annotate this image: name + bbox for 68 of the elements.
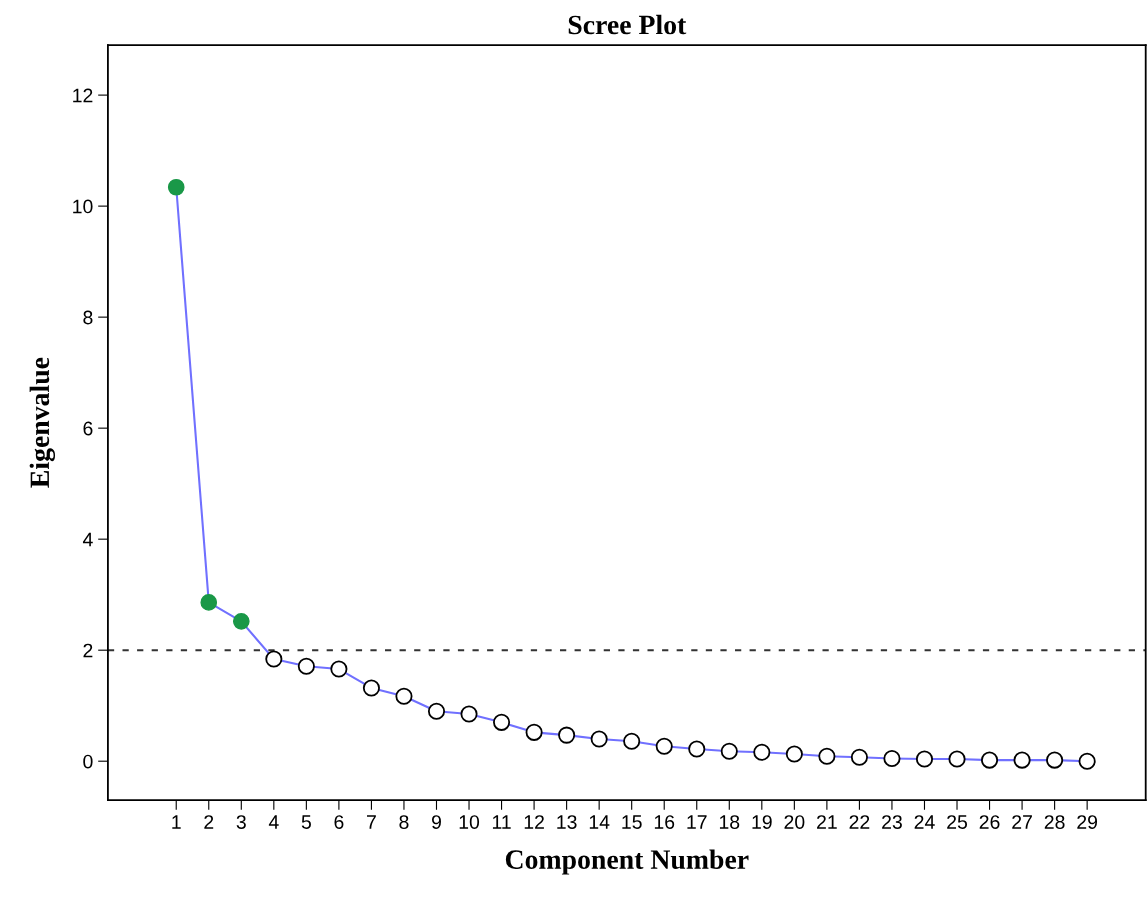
x-tick-label: 26 xyxy=(979,815,1000,829)
x-tick-label: 4 xyxy=(268,815,279,829)
x-tick-label: 5 xyxy=(301,815,311,829)
y-tick-label: 0 xyxy=(83,754,93,769)
x-tick-label: 29 xyxy=(1077,815,1098,829)
x-tick-label: 28 xyxy=(1044,815,1065,829)
x-tick-label: 9 xyxy=(432,815,441,829)
chart-title: Scree Plot xyxy=(568,14,687,35)
point xyxy=(362,679,380,697)
x-tick-label: 8 xyxy=(399,815,409,829)
point xyxy=(558,726,576,744)
point xyxy=(883,749,901,767)
point xyxy=(232,612,250,630)
x-tick-label: 18 xyxy=(719,815,740,829)
x-tick-label: 21 xyxy=(817,815,837,829)
point xyxy=(753,743,771,761)
x-tick-label: 22 xyxy=(849,815,870,829)
x-tick-label: 14 xyxy=(589,815,610,829)
point xyxy=(493,713,511,731)
point xyxy=(948,750,966,768)
x-tick-label: 1 xyxy=(172,815,181,829)
point xyxy=(818,747,836,765)
point xyxy=(915,750,934,768)
point xyxy=(850,748,868,766)
x-tick-label: 3 xyxy=(236,815,246,829)
x-tick-label: 17 xyxy=(687,815,707,829)
y-tick-label: 10 xyxy=(73,199,93,214)
x-axis-title: Component Number xyxy=(505,849,749,875)
x-tick-label: 11 xyxy=(492,815,511,829)
x-tick-label: 15 xyxy=(622,815,642,829)
point xyxy=(1078,752,1096,770)
point xyxy=(167,178,185,196)
x-tick-label: 16 xyxy=(654,815,675,829)
y-tick-label: 12 xyxy=(73,88,93,103)
point xyxy=(330,660,348,678)
point xyxy=(1046,751,1064,769)
x-tick-label: 20 xyxy=(784,815,805,829)
x-tick-label: 10 xyxy=(459,815,480,829)
y-axis-title: Eigenvalue xyxy=(29,357,56,488)
x-tick-label: 25 xyxy=(947,815,968,829)
point xyxy=(460,705,478,723)
x-tick-label: 13 xyxy=(557,815,577,829)
x-tick-label: 12 xyxy=(524,815,544,829)
point xyxy=(525,723,543,741)
point xyxy=(395,687,413,705)
point xyxy=(265,650,283,668)
x-tick-label: 2 xyxy=(204,815,214,829)
point xyxy=(427,702,446,720)
x-tick-label: 6 xyxy=(334,815,344,829)
point xyxy=(200,594,218,611)
point xyxy=(1013,751,1031,769)
y-tick-label: 8 xyxy=(83,310,93,325)
point xyxy=(688,740,706,758)
y-tick-label: 2 xyxy=(83,643,93,658)
point xyxy=(297,657,315,675)
x-tick-label: 23 xyxy=(882,815,902,829)
y-tick-label: 6 xyxy=(83,421,93,436)
y-tick-label: 4 xyxy=(82,532,93,547)
x-tick-label: 27 xyxy=(1012,815,1032,829)
point xyxy=(590,730,608,748)
point xyxy=(720,742,738,760)
point xyxy=(981,751,999,769)
point xyxy=(655,737,673,755)
x-tick-label: 24 xyxy=(914,815,935,829)
x-tick-label: 19 xyxy=(752,815,772,829)
point xyxy=(623,732,641,750)
x-tick-label: 7 xyxy=(367,815,376,829)
point xyxy=(785,745,803,763)
